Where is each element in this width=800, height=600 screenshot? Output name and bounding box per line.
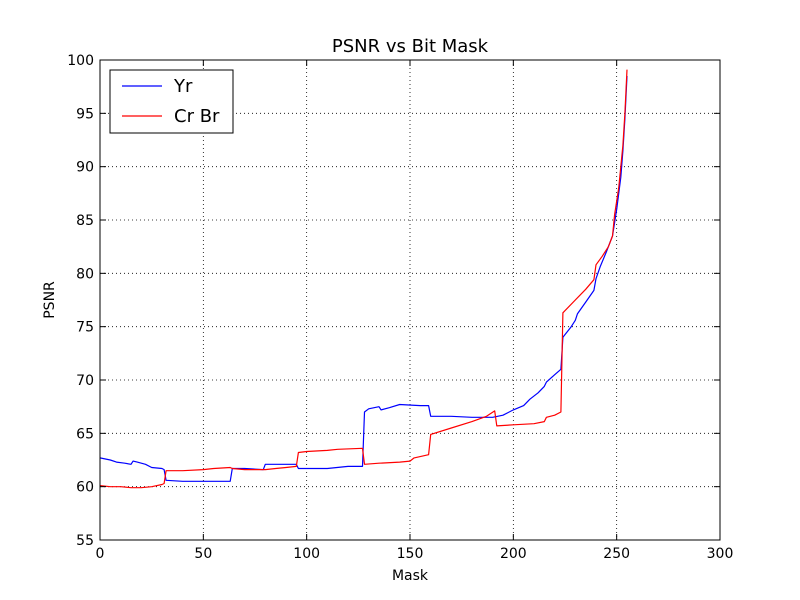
legend-label-cr-br: Cr Br — [174, 106, 220, 127]
y-tick-label: 85 — [76, 213, 94, 229]
legend-label-yr: Yr — [173, 76, 193, 97]
y-tick-label: 70 — [76, 373, 94, 389]
x-tick-label: 50 — [194, 546, 212, 562]
legend: Yr Cr Br — [109, 69, 234, 134]
y-tick-label: 60 — [76, 480, 94, 496]
x-tick-label: 300 — [707, 546, 734, 562]
legend-box — [109, 69, 234, 134]
y-tick-label: 55 — [76, 533, 94, 549]
x-tick-label: 150 — [397, 546, 424, 562]
y-tick-label: 95 — [76, 106, 94, 122]
x-tick-label: 0 — [96, 546, 105, 562]
chart-title: PSNR vs Bit Mask — [332, 36, 489, 57]
y-tick-label: 65 — [76, 426, 94, 442]
series-lines — [99, 69, 628, 489]
y-tick-label: 90 — [76, 160, 94, 176]
ticks: 0 50 100 150 200 250 300 55 60 65 70 75 80 85 90 95 100 — [67, 53, 733, 562]
x-tick-label: 250 — [603, 546, 630, 562]
x-tick-label: 100 — [293, 546, 320, 562]
x-tick-label: 200 — [500, 546, 527, 562]
y-tick-label: 100 — [67, 53, 94, 69]
y-tick-label: 80 — [76, 266, 94, 282]
y-tick-label: 75 — [76, 320, 94, 336]
x-axis-label: Mask — [392, 568, 429, 584]
series-line-yr — [99, 75, 628, 482]
series-line-cr-br — [99, 69, 628, 489]
y-axis-label: PSNR — [42, 281, 58, 319]
grid — [100, 60, 720, 540]
